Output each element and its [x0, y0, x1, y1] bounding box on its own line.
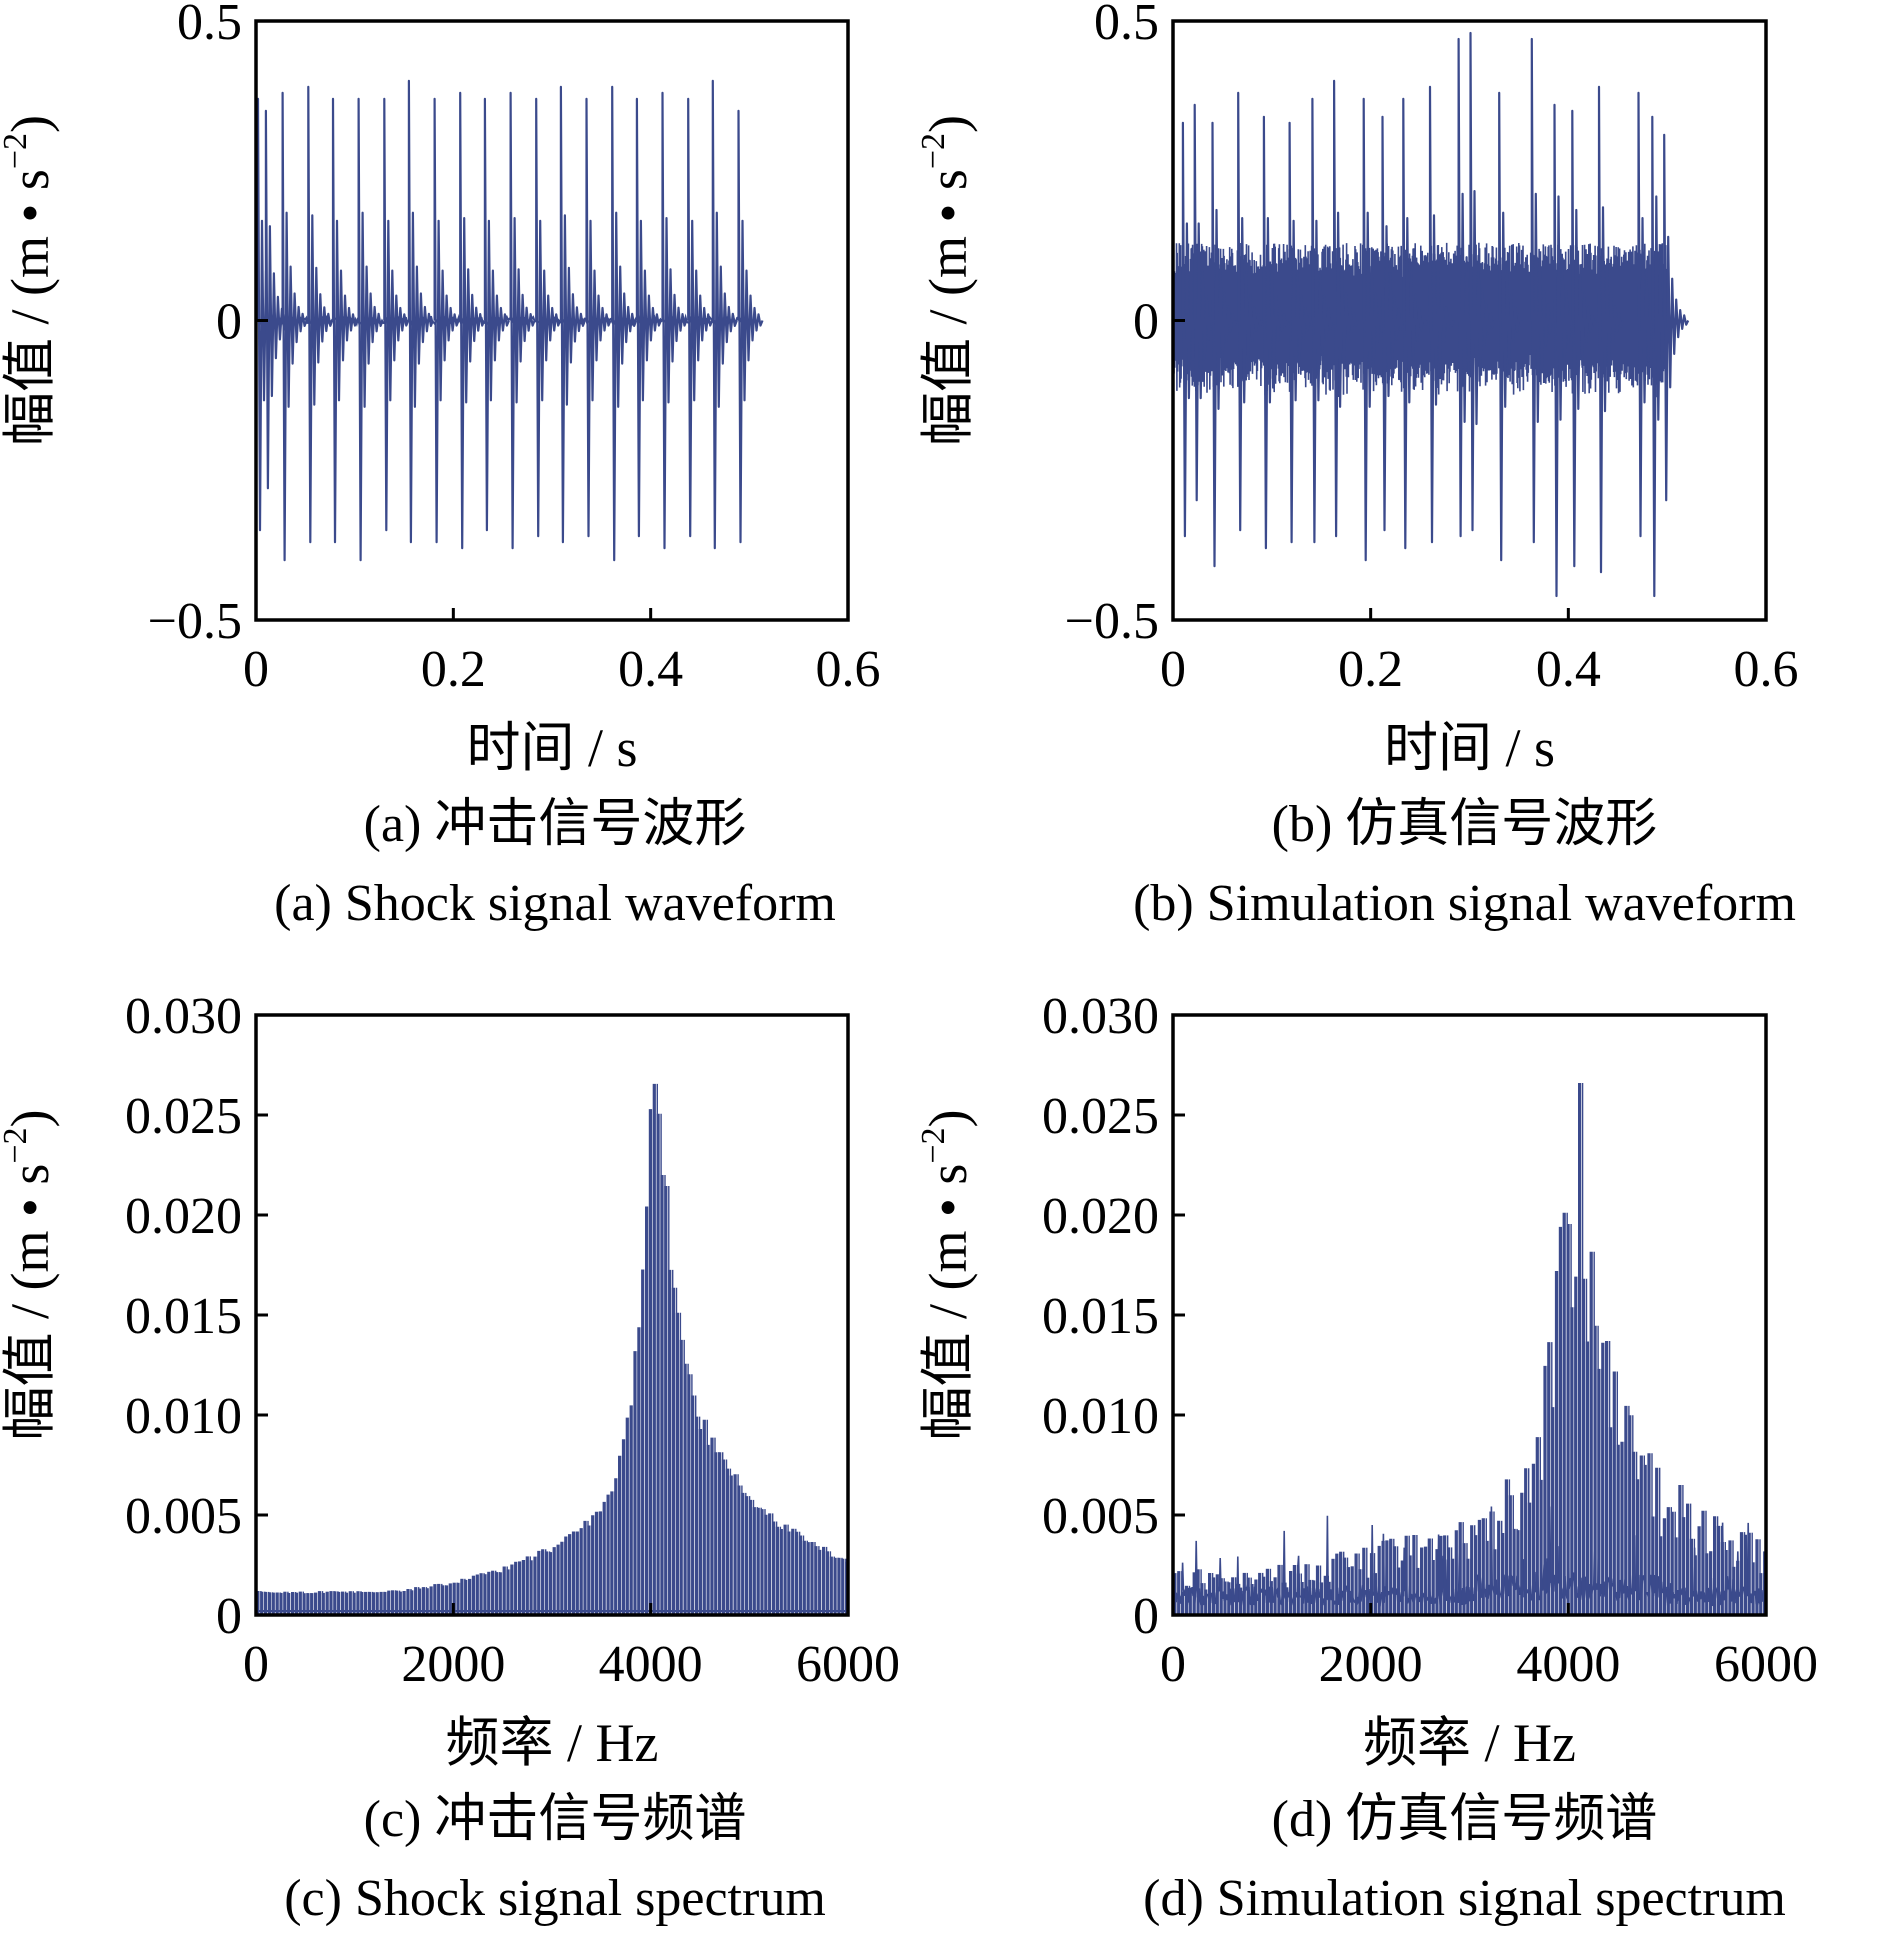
- y-tick-label-d-4: 0.020: [1042, 1188, 1159, 1245]
- impulse-b-15: [1530, 37, 1557, 544]
- caption-d-cn: (d) 仿真信号频谱: [1271, 1791, 1658, 1848]
- y-tick-label-b-2: 0.5: [1094, 0, 1159, 51]
- impulse-a-3: [307, 85, 334, 544]
- panel-c: 0 2000 4000 6000 0 0.005 0.010 0.015 0.020 0.025 0…: [0, 988, 900, 1773]
- impulse-a-16: [635, 97, 662, 538]
- impulse-a-6: [383, 97, 410, 532]
- x-tick-label-c-3: 6000: [796, 1636, 900, 1693]
- impulse-a-18: [687, 97, 714, 538]
- y-tick-label-a-0: −0.5: [148, 593, 242, 650]
- impulse-b-4: [1262, 115, 1289, 550]
- y-axis-title-c: 幅值 / (m • s−2): [0, 1109, 60, 1440]
- impulse-a-17: [661, 91, 688, 550]
- x-tick-label-c-1: 2000: [401, 1636, 505, 1693]
- caption-a-en: (a) Shock signal waveform: [274, 875, 836, 932]
- caption-c-cn: (c) 冲击信号频谱: [363, 1791, 747, 1848]
- x-axis-title-a: 时间 / s: [466, 718, 637, 778]
- caption-b-cn: (b) 仿真信号波形: [1271, 796, 1658, 853]
- x-tick-label-c-2: 4000: [599, 1636, 703, 1693]
- y-tick-label-b-0: −0.5: [1065, 593, 1159, 650]
- impulse-a-20: [737, 109, 764, 544]
- impulse-a-13: [559, 85, 586, 544]
- y-tick-label-c-3: 0.015: [125, 1288, 242, 1345]
- plot-area-a: [256, 79, 764, 562]
- impulse-b-6: [1311, 97, 1338, 544]
- impulse-a-12: [535, 97, 562, 538]
- plot-area-d: [1173, 1083, 1766, 1615]
- x-tick-label-c-0: 0: [243, 1636, 269, 1693]
- x-tick-label-a-0: 0: [243, 641, 269, 698]
- y-tick-label-a-2: 0.5: [177, 0, 242, 51]
- impulse-b-5: [1288, 121, 1315, 544]
- impulse-a-19: [711, 79, 738, 550]
- impulse-a-10: [483, 97, 510, 532]
- y-tick-label-c-4: 0.020: [125, 1188, 242, 1245]
- impulse-b-17: [1571, 109, 1598, 568]
- y-axis-title-b: 幅值 / (m • s−2): [915, 115, 978, 446]
- impulse-b-21: [1663, 133, 1690, 502]
- x-axis-title-d: 频率 / Hz: [1363, 1713, 1576, 1773]
- y-axis-title-a: 幅值 / (m • s−2): [0, 115, 60, 446]
- y-tick-label-c-6: 0.030: [125, 988, 242, 1045]
- x-tick-label-d-1: 2000: [1319, 1636, 1423, 1693]
- caption-d-en: (d) Simulation signal spectrum: [1143, 1870, 1786, 1927]
- y-tick-label-a-1: 0: [216, 294, 242, 351]
- impulse-b-2: [1211, 121, 1238, 568]
- impulse-b-13: [1469, 31, 1496, 532]
- x-tick-label-b-3: 0.6: [1734, 641, 1799, 698]
- y-tick-label-c-0: 0: [216, 1588, 242, 1645]
- x-axis-title-b: 时间 / s: [1384, 718, 1555, 778]
- impulse-a-9: [459, 91, 486, 550]
- plot-area-c: [256, 1083, 848, 1615]
- y-tick-label-d-1: 0.005: [1042, 1488, 1159, 1545]
- panel-b: 0 0.2 0.4 0.6−0.500.5时间 / s幅值 / (m • s−2): [915, 0, 1799, 778]
- caption-c-en: (c) Shock signal spectrum: [284, 1870, 826, 1927]
- impulse-a-8: [433, 97, 460, 544]
- y-tick-label-d-2: 0.010: [1042, 1388, 1159, 1445]
- panel-d: 0 2000 4000 6000 0 0.005 0.010 0.015 0.020 0.025 0…: [915, 988, 1818, 1773]
- y-tick-label-d-3: 0.015: [1042, 1288, 1159, 1345]
- impulse-a-2: [281, 91, 308, 562]
- x-tick-label-a-3: 0.6: [816, 641, 881, 698]
- x-tick-label-a-2: 0.4: [618, 641, 683, 698]
- y-tick-label-c-1: 0.005: [125, 1488, 242, 1545]
- impulse-b-7: [1333, 79, 1360, 538]
- x-tick-label-d-2: 4000: [1516, 1636, 1620, 1693]
- y-tick-label-c-5: 0.025: [125, 1088, 242, 1145]
- impulse-b-11: [1428, 85, 1456, 544]
- x-tick-label-d-3: 6000: [1714, 1636, 1818, 1693]
- y-tick-label-d-5: 0.025: [1042, 1088, 1159, 1145]
- impulse-a-7: [407, 79, 434, 544]
- impulse-a-14: [585, 97, 612, 538]
- impulse-b-18: [1597, 85, 1625, 574]
- panel-a: 0 0.2 0.4 0.6−0.500.5时间 / s幅值 / (m • s−2): [0, 0, 881, 778]
- impulse-b-9: [1381, 115, 1408, 532]
- y-tick-label-b-1: 0: [1133, 294, 1159, 351]
- impulse-a-5: [357, 97, 384, 562]
- caption-b-en: (b) Simulation signal waveform: [1133, 875, 1796, 932]
- axes-frame-d: [1171, 1013, 1768, 1617]
- impulse-b-14: [1498, 91, 1525, 562]
- impulse-a-4: [331, 97, 359, 544]
- impulse-b-3: [1237, 91, 1264, 532]
- y-tick-label-d-0: 0: [1133, 1588, 1159, 1645]
- x-tick-label-b-2: 0.4: [1536, 641, 1601, 698]
- impulse-b-10: [1402, 97, 1429, 550]
- x-tick-label-b-1: 0.2: [1338, 641, 1403, 698]
- x-tick-label-d-0: 0: [1160, 1636, 1186, 1693]
- x-tick-label-a-1: 0.2: [421, 641, 486, 698]
- y-tick-label-c-2: 0.010: [125, 1388, 242, 1445]
- plot-area-b: [1173, 31, 1690, 598]
- x-tick-label-b-0: 0: [1160, 641, 1186, 698]
- y-tick-label-d-6: 0.030: [1042, 988, 1159, 1045]
- y-axis-title-d: 幅值 / (m • s−2): [915, 1109, 978, 1440]
- x-axis-title-c: 频率 / Hz: [446, 1713, 659, 1773]
- impulse-a-11: [509, 91, 536, 550]
- impulse-a-15: [611, 85, 638, 562]
- caption-a-cn: (a) 冲击信号波形: [363, 796, 747, 853]
